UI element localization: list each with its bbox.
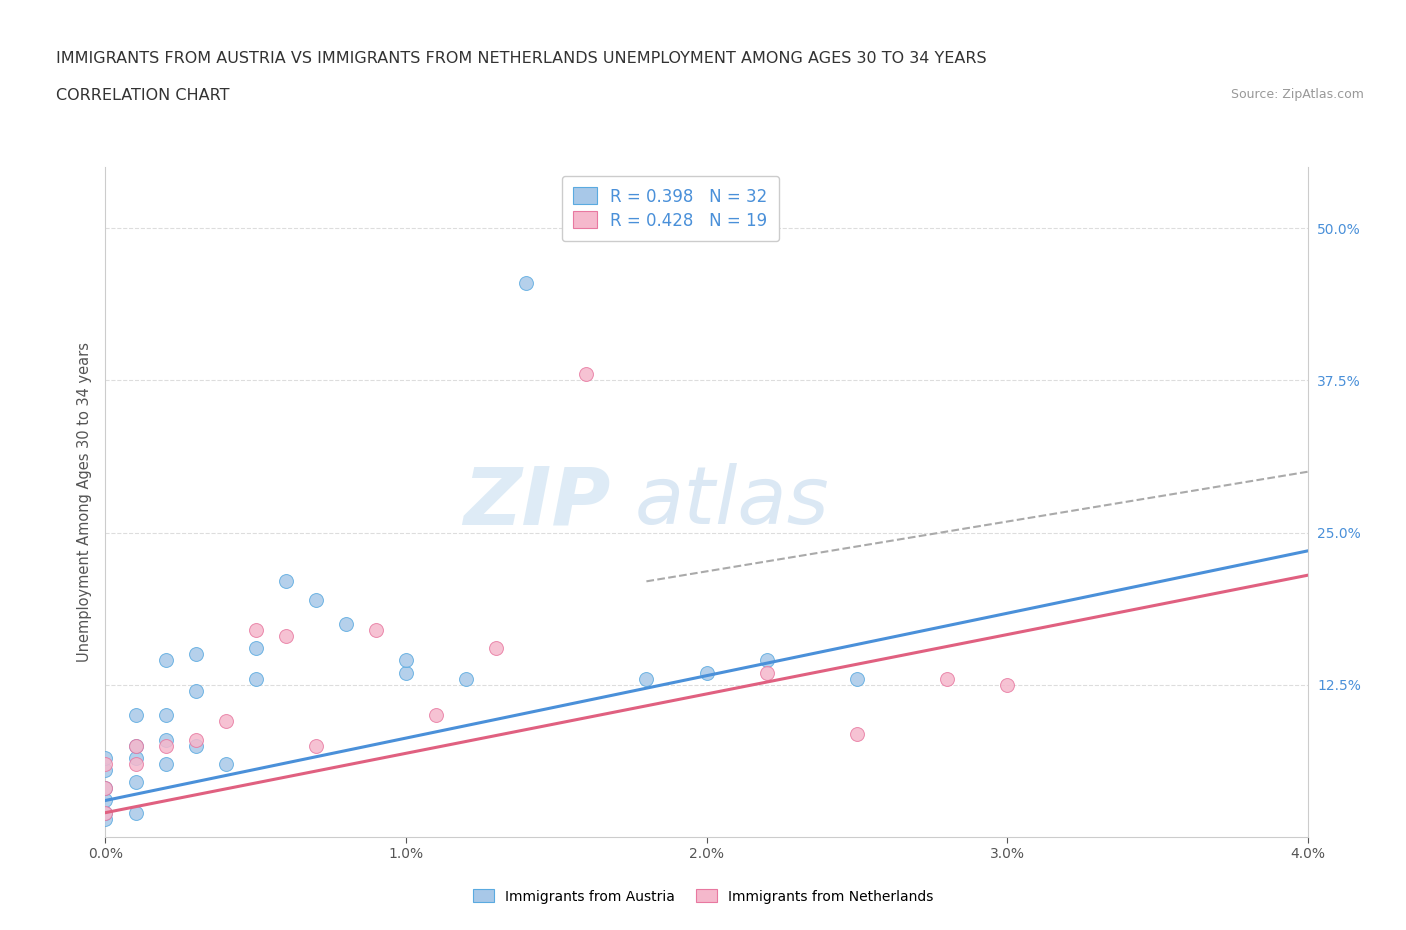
Point xyxy=(845,726,868,741)
Point xyxy=(124,751,146,765)
Point xyxy=(155,738,177,753)
Text: CORRELATION CHART: CORRELATION CHART xyxy=(56,88,229,103)
Point xyxy=(184,684,207,698)
Point xyxy=(245,622,267,637)
Point xyxy=(94,793,117,808)
Point xyxy=(936,671,959,686)
Point xyxy=(845,671,868,686)
Point xyxy=(184,647,207,662)
Point xyxy=(454,671,477,686)
Point xyxy=(755,653,778,668)
Point xyxy=(364,622,387,637)
Point xyxy=(124,756,146,771)
Text: IMMIGRANTS FROM AUSTRIA VS IMMIGRANTS FROM NETHERLANDS UNEMPLOYMENT AMONG AGES 3: IMMIGRANTS FROM AUSTRIA VS IMMIGRANTS FR… xyxy=(56,51,987,66)
Point xyxy=(124,805,146,820)
Point xyxy=(124,738,146,753)
Y-axis label: Unemployment Among Ages 30 to 34 years: Unemployment Among Ages 30 to 34 years xyxy=(76,342,91,662)
Text: atlas: atlas xyxy=(634,463,830,541)
Point xyxy=(214,714,236,729)
Point xyxy=(274,629,297,644)
Point xyxy=(575,367,598,382)
Point xyxy=(94,805,117,820)
Point xyxy=(305,592,328,607)
Point xyxy=(274,574,297,589)
Point xyxy=(124,738,146,753)
Point xyxy=(94,811,117,826)
Point xyxy=(124,775,146,790)
Point xyxy=(425,708,447,723)
Point xyxy=(155,708,177,723)
Text: Source: ZipAtlas.com: Source: ZipAtlas.com xyxy=(1230,88,1364,101)
Point xyxy=(94,781,117,796)
Point xyxy=(155,653,177,668)
Point xyxy=(995,677,1018,692)
Point xyxy=(184,732,207,747)
Point xyxy=(395,665,418,680)
Point xyxy=(395,653,418,668)
Legend: R = 0.398   N = 32, R = 0.428   N = 19: R = 0.398 N = 32, R = 0.428 N = 19 xyxy=(562,176,779,241)
Point xyxy=(94,805,117,820)
Point xyxy=(485,641,508,656)
Text: ZIP: ZIP xyxy=(463,463,610,541)
Point xyxy=(94,781,117,796)
Point xyxy=(94,756,117,771)
Point xyxy=(155,756,177,771)
Point xyxy=(515,275,537,290)
Point xyxy=(94,751,117,765)
Point xyxy=(636,671,658,686)
Point xyxy=(94,763,117,777)
Point xyxy=(305,738,328,753)
Point xyxy=(214,756,236,771)
Point xyxy=(184,738,207,753)
Point xyxy=(335,617,357,631)
Point xyxy=(155,732,177,747)
Legend: Immigrants from Austria, Immigrants from Netherlands: Immigrants from Austria, Immigrants from… xyxy=(467,884,939,910)
Point xyxy=(696,665,718,680)
Point xyxy=(245,671,267,686)
Point xyxy=(245,641,267,656)
Point xyxy=(124,708,146,723)
Point xyxy=(755,665,778,680)
